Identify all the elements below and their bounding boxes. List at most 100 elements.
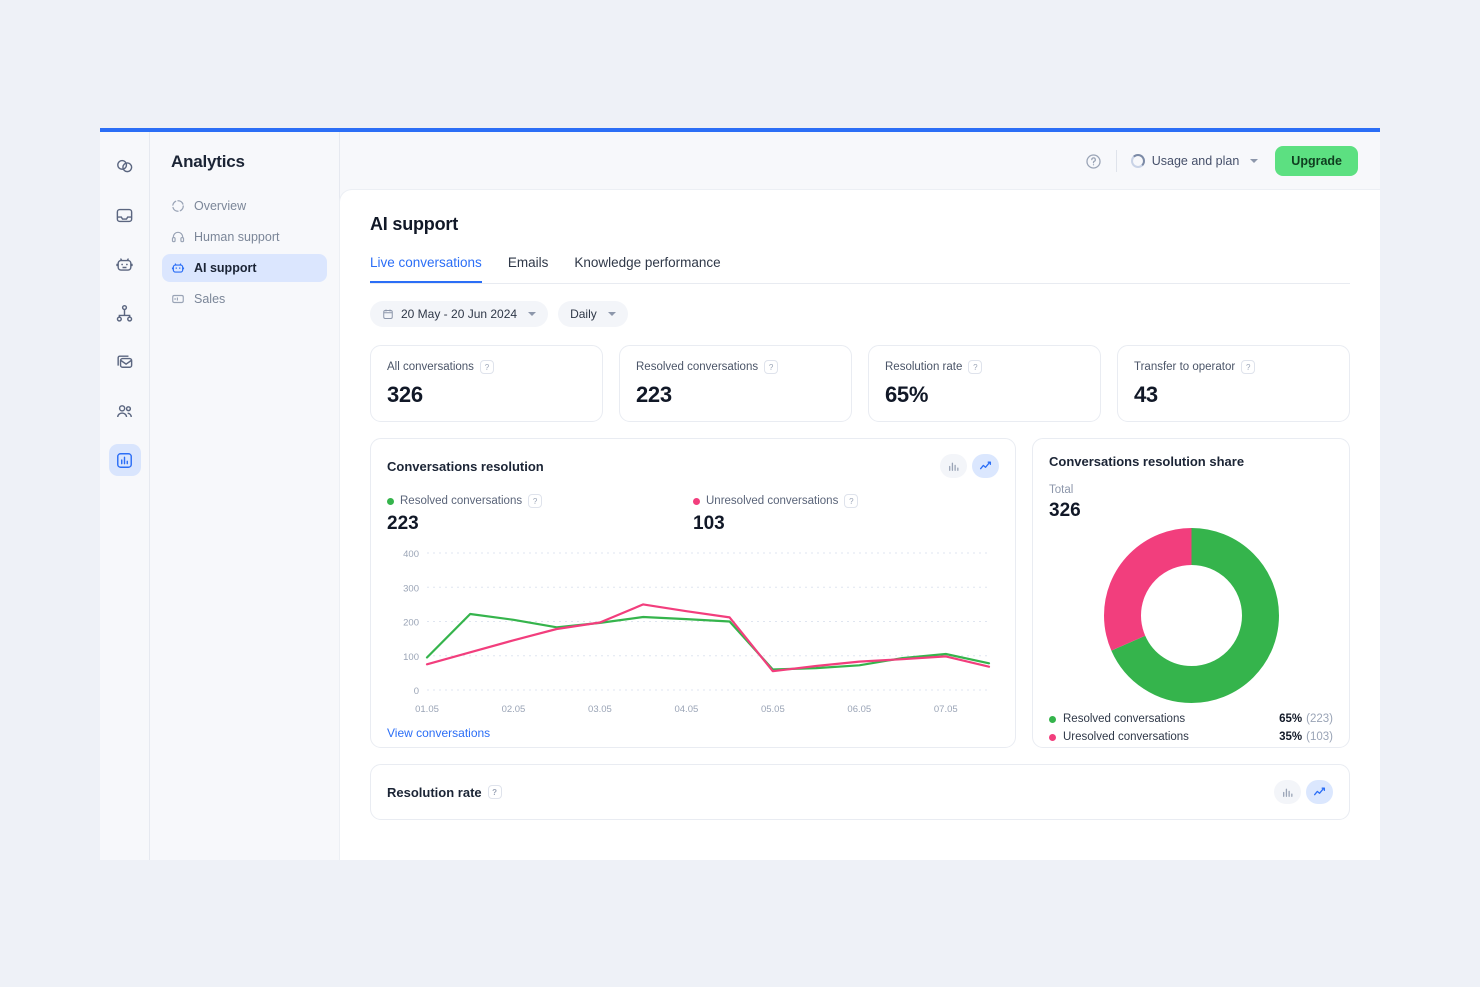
panel-title: Resolution rate <box>387 784 482 800</box>
donut-chart-svg <box>1103 528 1279 703</box>
rail-item-bot[interactable] <box>109 248 141 280</box>
rail-item-analytics[interactable] <box>108 444 141 476</box>
kpi-row: All conversations ? 326 Resolved convers… <box>370 345 1350 422</box>
tabs: Live conversations Emails Knowledge perf… <box>370 255 1350 284</box>
app-window: Analytics Overview Human supp <box>100 128 1380 860</box>
series-resolved: Resolved conversations ? 223 <box>387 494 693 535</box>
series-value: 223 <box>387 513 419 534</box>
kpi-label: All conversations <box>387 361 474 373</box>
topbar: Usage and plan Upgrade <box>340 132 1380 190</box>
chart-type-toggle <box>940 454 999 478</box>
kpi-value: 65% <box>885 382 929 407</box>
series-label: Resolved conversations <box>400 495 523 507</box>
series-legend: Resolved conversations ? 223 Unresolved … <box>387 494 999 535</box>
line-chart-icon <box>1313 786 1326 799</box>
conversations-resolution-panel: Conversations resolution <box>370 438 1016 748</box>
svg-text:400: 400 <box>403 549 419 560</box>
kpi-value: 43 <box>1134 382 1158 407</box>
svg-text:0: 0 <box>414 686 419 697</box>
usage-and-plan-label: Usage and plan <box>1151 154 1240 168</box>
rail-item-contacts[interactable] <box>109 395 141 427</box>
tab-live-conversations[interactable]: Live conversations <box>370 255 482 283</box>
sidebar-item-overview[interactable]: Overview <box>162 192 327 220</box>
bot-icon <box>171 261 185 275</box>
tab-emails[interactable]: Emails <box>507 255 549 270</box>
main-area: Usage and plan Upgrade AI support Live c… <box>340 132 1380 860</box>
top-accent-bar <box>100 128 1380 132</box>
bar-chart-toggle[interactable] <box>940 454 967 478</box>
help-circle-icon[interactable] <box>1085 153 1102 170</box>
usage-ring-icon <box>1130 154 1145 168</box>
usage-and-plan-button[interactable]: Usage and plan <box>1130 154 1259 168</box>
kpi-resolution-rate: Resolution rate ? 65% <box>868 345 1101 422</box>
sidebar-item-label: Sales <box>194 292 226 306</box>
svg-text:03.05: 03.05 <box>588 704 612 715</box>
sidebar-item-label: Overview <box>194 199 247 213</box>
mail-stack-icon <box>115 353 134 372</box>
tab-knowledge-performance[interactable]: Knowledge performance <box>574 255 721 270</box>
icon-rail <box>100 132 150 860</box>
kpi-label: Transfer to operator <box>1134 361 1236 373</box>
kpi-label: Resolution rate <box>885 361 963 373</box>
content-card: AI support Live conversations Emails Kno… <box>340 190 1380 860</box>
page-title: AI support <box>370 214 458 234</box>
svg-text:07.05: 07.05 <box>934 704 958 715</box>
sidebar-item-human-support[interactable]: Human support <box>162 223 327 251</box>
panels-row: Conversations resolution <box>370 438 1350 748</box>
topbar-divider <box>1115 150 1117 172</box>
svg-text:200: 200 <box>403 618 419 629</box>
inbox-icon <box>115 206 134 225</box>
kpi-label: Resolved conversations <box>636 361 759 373</box>
date-range-filter[interactable]: 20 May - 20 Jun 2024 <box>370 301 549 327</box>
kpi-value: 326 <box>387 382 423 407</box>
rail-item-chat[interactable] <box>109 150 141 182</box>
bar-chart-icon <box>1281 786 1294 799</box>
svg-text:04.05: 04.05 <box>674 704 698 715</box>
sidebar-item-ai-support[interactable]: AI support <box>162 254 327 282</box>
sidebar-item-label: AI support <box>194 261 257 275</box>
view-conversations-link[interactable]: View conversations <box>387 726 491 740</box>
chevron-down-icon <box>1250 159 1259 163</box>
svg-text:300: 300 <box>403 583 419 594</box>
kpi-value: 223 <box>636 382 672 407</box>
series-unresolved: Unresolved conversations ? 103 <box>693 494 999 535</box>
rail-item-inbox[interactable] <box>109 199 141 231</box>
legend-item-resolved: Resolved conversations 65% (223) <box>1049 713 1333 725</box>
line-chart-toggle[interactable] <box>1306 780 1333 804</box>
series-value: 103 <box>693 513 725 534</box>
svg-text:100: 100 <box>403 652 419 663</box>
legend-count: (103) <box>1306 731 1333 743</box>
flow-chart-icon <box>115 304 134 323</box>
upgrade-button[interactable]: Upgrade <box>1275 146 1358 176</box>
help-icon[interactable]: ? <box>764 360 779 374</box>
help-icon[interactable]: ? <box>968 360 983 374</box>
legend-dot <box>387 497 394 505</box>
svg-text:06.05: 06.05 <box>847 704 871 715</box>
help-icon[interactable]: ? <box>1241 360 1256 374</box>
line-chart-toggle[interactable] <box>972 454 999 478</box>
granularity-filter[interactable]: Daily <box>558 301 628 327</box>
kpi-all-conversations: All conversations ? 326 <box>370 345 603 422</box>
legend-dot <box>1049 715 1056 723</box>
legend-pct: 35% <box>1279 731 1303 743</box>
bot-icon <box>115 255 134 274</box>
card-icon <box>171 292 185 306</box>
sidebar-item-sales[interactable]: Sales <box>162 285 327 313</box>
resolution-rate-panel: Resolution rate ? <box>370 764 1350 820</box>
bar-chart-toggle[interactable] <box>1274 780 1301 804</box>
rail-item-mail[interactable] <box>109 346 141 378</box>
help-icon[interactable]: ? <box>479 360 494 374</box>
help-icon[interactable]: ? <box>487 785 502 799</box>
legend-item-unresolved: Uresolved conversations 35% (103) <box>1049 731 1333 743</box>
svg-text:02.05: 02.05 <box>502 704 526 715</box>
contacts-icon <box>115 402 134 421</box>
help-icon[interactable]: ? <box>844 494 859 508</box>
rail-item-flows[interactable] <box>109 297 141 329</box>
granularity-label: Daily <box>570 307 597 321</box>
donut-chart <box>1049 528 1333 703</box>
filters: 20 May - 20 Jun 2024 Daily <box>370 301 1350 327</box>
help-icon[interactable]: ? <box>528 494 543 508</box>
sidebar-title: Analytics <box>171 152 245 171</box>
date-range-label: 20 May - 20 Jun 2024 <box>401 307 518 321</box>
chevron-down-icon <box>607 312 616 316</box>
